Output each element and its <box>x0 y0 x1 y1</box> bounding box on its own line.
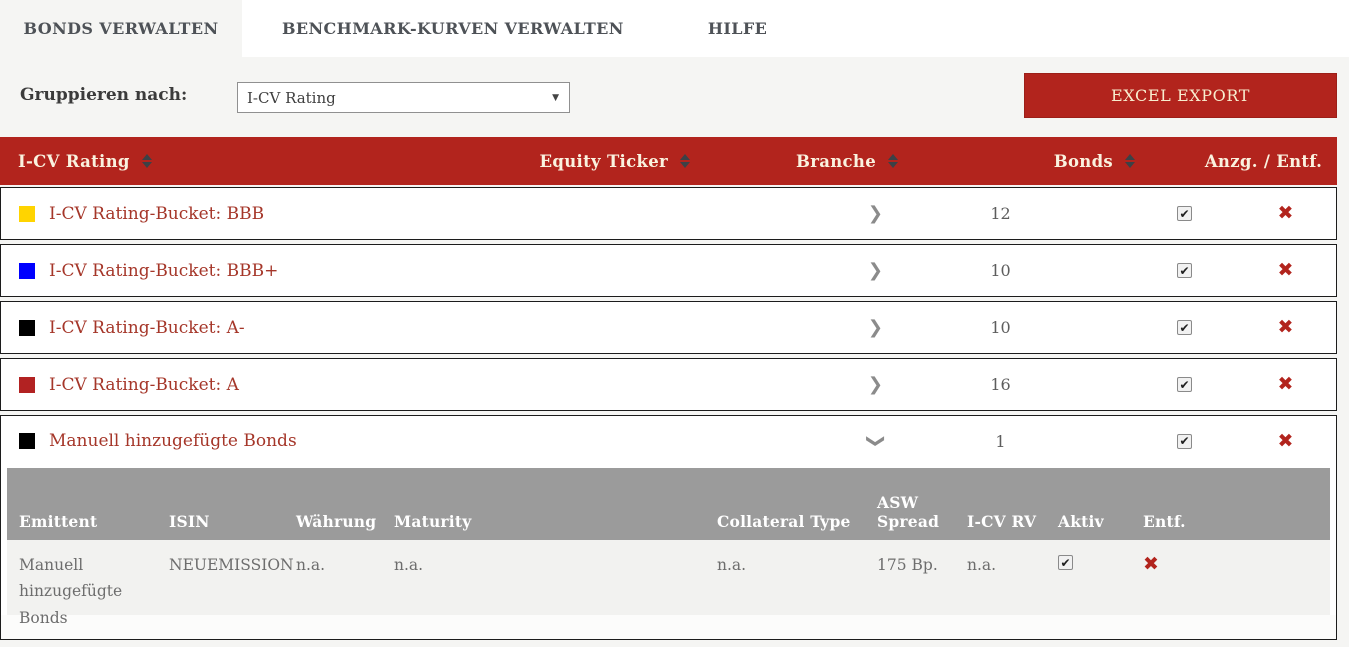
chevron-right-icon[interactable]: ❯ <box>867 316 883 338</box>
column-header-label: Equity Ticker <box>539 151 668 171</box>
detail-header-row: Emittent ISIN Währung Maturity Collatera… <box>7 468 1330 540</box>
show-checkbox[interactable]: ✔ <box>1177 206 1192 221</box>
table-row: I-CV Rating-Bucket: BBB+ ❯ 10 ✔ ✖ <box>0 244 1337 297</box>
table-row: I-CV Rating-Bucket: BBB ❯ 12 ✔ ✖ <box>0 187 1337 240</box>
bucket-row: Manuell hinzugefügte Bonds ❯ 1 ✔ ✖ <box>1 416 1336 466</box>
detail-header-aktiv: Aktiv <box>1058 512 1104 531</box>
table-row: I-CV Rating-Bucket: A ❯ 16 ✔ ✖ <box>0 358 1337 411</box>
detail-header-icv-rv: I-CV RV <box>967 512 1037 531</box>
bonds-count: 10 <box>990 318 1011 337</box>
detail-header-maturity: Maturity <box>394 512 472 531</box>
bonds-count: 16 <box>990 375 1011 394</box>
cell-isin: NEUEMISSION <box>169 556 294 574</box>
delete-icon[interactable]: ✖ <box>1277 202 1294 224</box>
bucket-link[interactable]: I-CV Rating-Bucket: A <box>49 374 239 395</box>
show-checkbox[interactable]: ✔ <box>1177 433 1192 449</box>
table-row: I-CV Rating-Bucket: A- ❯ 10 ✔ ✖ <box>0 301 1337 354</box>
bucket-link[interactable]: I-CV Rating-Bucket: BBB+ <box>49 260 279 281</box>
bonds-count: 12 <box>990 204 1011 223</box>
sort-icon[interactable] <box>1125 154 1135 168</box>
detail-header-isin: ISIN <box>169 512 210 531</box>
bonds-count: 1 <box>995 431 1006 451</box>
bond-detail-table: Emittent ISIN Währung Maturity Collatera… <box>7 468 1330 627</box>
column-header-label: I-CV Rating <box>18 151 130 171</box>
column-header-label: Anzg. / Entf. <box>1204 151 1323 171</box>
cell-asw-spread: 175 Bp. <box>877 556 938 574</box>
cell-maturity: n.a. <box>394 556 424 574</box>
column-header-bonds[interactable]: Bonds <box>898 152 1135 171</box>
delete-icon[interactable]: ✖ <box>1277 429 1294 452</box>
toolbar: Gruppieren nach: I-CV Rating ▼ EXCEL EXP… <box>0 57 1349 137</box>
excel-export-button[interactable]: EXCEL EXPORT <box>1024 73 1337 118</box>
chevron-right-icon[interactable]: ❯ <box>867 259 883 281</box>
expanded-box-filler <box>1 615 1336 639</box>
rating-color-swatch <box>19 433 35 449</box>
bucket-cell: I-CV Rating-Bucket: A- <box>1 318 689 338</box>
delete-icon[interactable]: ✖ <box>1277 316 1294 338</box>
detail-header-collateral-type: Collateral Type <box>717 512 851 531</box>
tab-bonds-verwalten[interactable]: BONDS VERWALTEN <box>0 0 242 57</box>
sort-icon[interactable] <box>680 154 690 168</box>
group-by-label: Gruppieren nach: <box>20 85 188 105</box>
bucket-link[interactable]: I-CV Rating-Bucket: A- <box>49 317 245 338</box>
bucket-link[interactable]: I-CV Rating-Bucket: BBB <box>49 203 265 224</box>
rating-color-swatch <box>19 205 35 222</box>
detail-header-asw-spread: ASW Spread <box>877 493 940 531</box>
bucket-cell: I-CV Rating-Bucket: BBB <box>1 204 689 224</box>
bonds-count: 10 <box>990 261 1011 280</box>
sort-icon[interactable] <box>141 154 152 168</box>
tab-hilfe[interactable]: HILFE <box>707 19 768 38</box>
rating-color-swatch <box>19 376 35 393</box>
cell-icv-rv: n.a. <box>967 556 997 574</box>
cell-collateral-type: n.a. <box>717 556 747 574</box>
delete-icon[interactable]: ✖ <box>1277 373 1294 395</box>
column-header-anzg-entf: Anzg. / Entf. <box>1135 152 1337 171</box>
select-dropdown-icon: ▼ <box>552 92 559 103</box>
show-checkbox[interactable]: ✔ <box>1177 320 1192 335</box>
group-by-select[interactable]: I-CV Rating ▼ <box>237 82 570 113</box>
group-by-selected-value: I-CV Rating <box>247 88 336 107</box>
rating-color-swatch <box>19 262 35 279</box>
bucket-cell: Manuell hinzugefügte Bonds <box>1 431 689 451</box>
detail-header-entf: Entf. <box>1143 512 1186 531</box>
bucket-cell: I-CV Rating-Bucket: A <box>1 375 689 395</box>
show-checkbox[interactable]: ✔ <box>1177 377 1192 392</box>
column-header-equity-ticker[interactable]: Equity Ticker <box>520 152 690 171</box>
bucket-link[interactable]: Manuell hinzugefügte Bonds <box>49 431 297 451</box>
show-checkbox[interactable]: ✔ <box>1177 263 1192 278</box>
bonds-table: I-CV Rating Equity Ticker Branche Bonds … <box>0 137 1337 640</box>
chevron-right-icon[interactable]: ❯ <box>867 373 883 395</box>
column-header-label: Bonds <box>1053 151 1113 171</box>
bond-detail-row: Manuell hinzugefügte Bonds NEUEMISSION n… <box>7 540 1330 627</box>
sort-icon[interactable] <box>888 154 898 168</box>
bucket-cell: I-CV Rating-Bucket: BBB+ <box>1 261 689 281</box>
table-row-expanded: Manuell hinzugefügte Bonds ❯ 1 ✔ ✖ Emitt… <box>0 415 1337 640</box>
tab-benchmark-kurven-verwalten[interactable]: BENCHMARK-KURVEN VERWALTEN <box>282 19 624 38</box>
cell-emittent: Manuell hinzugefügte Bonds <box>19 556 123 627</box>
rating-color-swatch <box>19 319 35 336</box>
aktiv-checkbox[interactable]: ✔ <box>1058 555 1073 570</box>
cell-waehrung: n.a. <box>296 556 326 574</box>
detail-header-waehrung: Währung <box>296 512 377 531</box>
column-header-branche[interactable]: Branche <box>690 152 898 171</box>
chevron-down-icon[interactable]: ❯ <box>865 433 887 449</box>
table-header-row: I-CV Rating Equity Ticker Branche Bonds … <box>0 137 1337 185</box>
column-header-label: Branche <box>796 151 876 171</box>
delete-icon[interactable]: ✖ <box>1277 259 1294 281</box>
detail-header-emittent: Emittent <box>19 512 98 531</box>
tab-bar: BONDS VERWALTEN BENCHMARK-KURVEN VERWALT… <box>0 0 1349 57</box>
chevron-right-icon[interactable]: ❯ <box>867 202 883 224</box>
column-header-icv-rating[interactable]: I-CV Rating <box>0 152 520 171</box>
delete-icon[interactable]: ✖ <box>1143 553 1159 575</box>
